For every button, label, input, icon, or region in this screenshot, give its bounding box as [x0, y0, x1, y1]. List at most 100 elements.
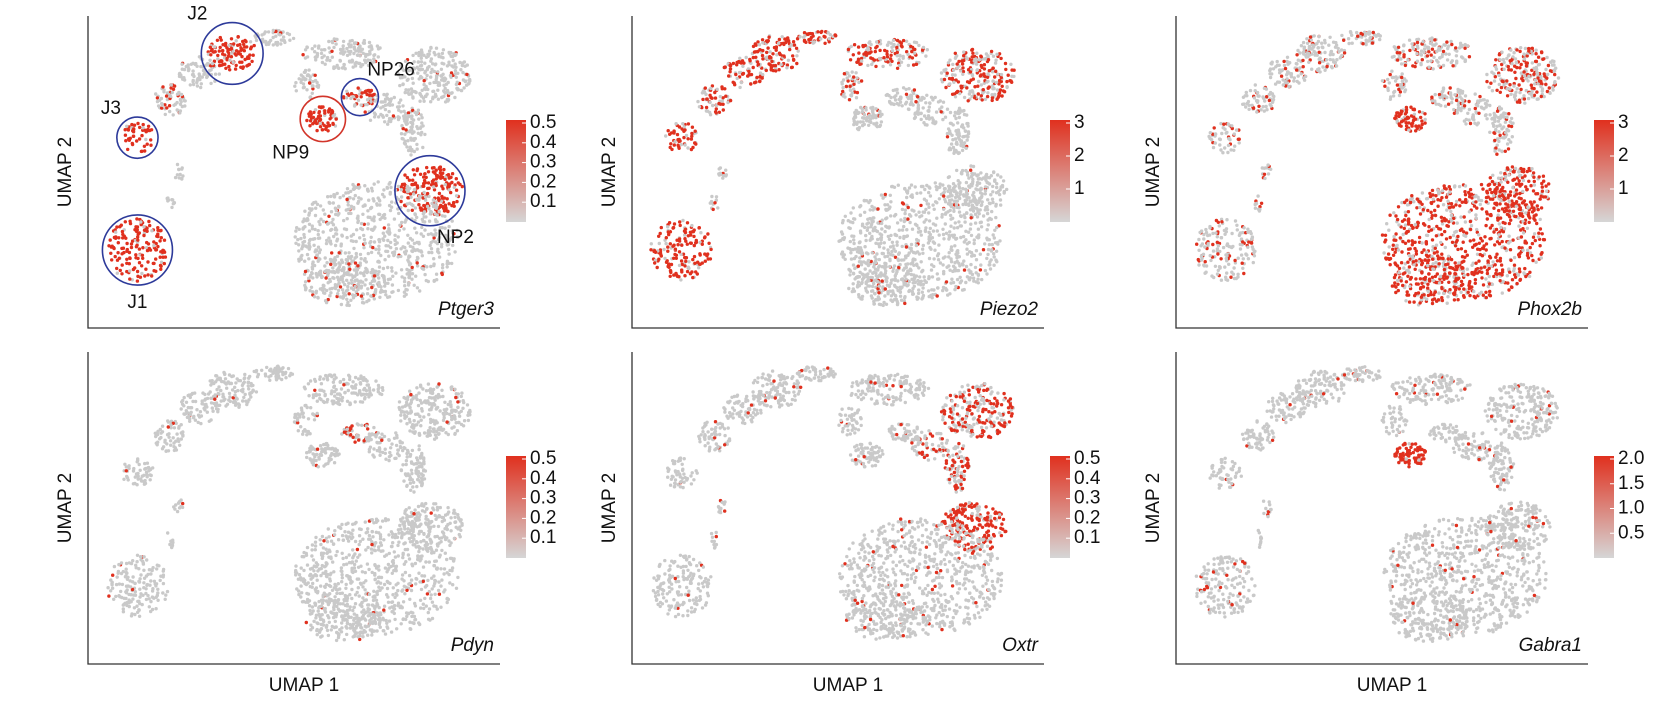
cell-dot: [927, 230, 931, 235]
cell-dot: [331, 276, 335, 280]
cell-dot: [986, 198, 990, 202]
cell-dot: [761, 57, 765, 61]
cell-dot: [366, 63, 371, 68]
cell-dot: [358, 236, 362, 240]
cell-dot: [873, 225, 877, 230]
cell-dot: [987, 201, 992, 205]
cell-dot: [199, 85, 203, 90]
cell-dot: [408, 236, 413, 241]
cell-dot: [872, 58, 877, 62]
cell-dot: [779, 62, 783, 67]
cell-dot: [413, 187, 417, 192]
cell-dot: [884, 93, 888, 98]
cell-dot: [858, 205, 862, 209]
cell-dot: [849, 44, 853, 49]
cell-dot: [932, 207, 936, 211]
cell-dot: [445, 262, 449, 266]
cell-dot: [979, 63, 983, 68]
cell-dot: [916, 230, 921, 234]
cell-dot: [857, 241, 862, 245]
cell-dot: [414, 51, 418, 55]
cell-dot: [301, 86, 306, 90]
cell-dot: [996, 242, 1000, 246]
cell-dot: [389, 185, 393, 190]
cell-dot: [392, 252, 397, 257]
cell-dot: [942, 194, 946, 198]
cell-dot: [976, 92, 980, 96]
cell-dot: [785, 38, 790, 42]
cell-dot: [238, 60, 242, 64]
cell-dot: [969, 168, 973, 172]
cell-dot: [916, 291, 921, 296]
cell-dot: [974, 62, 979, 66]
cell-dot: [945, 107, 950, 111]
cell-dot: [1242, 226, 1246, 230]
cell-dot: [889, 214, 893, 218]
cell-dot: [344, 289, 349, 293]
cell-dot: [683, 274, 687, 278]
cell-dot: [950, 77, 954, 81]
cell-dot: [227, 64, 231, 69]
cell-dot: [411, 81, 415, 85]
cell-dot: [467, 78, 471, 82]
cell-dot: [858, 229, 863, 233]
cell-dot: [302, 70, 307, 75]
cell-dot: [1225, 271, 1229, 275]
cell-dot: [1237, 141, 1241, 145]
cell-dot: [848, 269, 853, 273]
cell-dot: [984, 172, 989, 177]
cell-dot: [369, 294, 373, 298]
cell-dot: [293, 235, 297, 239]
cell-dot: [336, 288, 341, 293]
cell-dot: [136, 235, 140, 239]
cell-dot: [677, 146, 681, 150]
cell-dot: [1002, 90, 1007, 94]
cell-dot: [321, 208, 325, 212]
cell-dot: [180, 176, 184, 181]
cell-dot: [938, 261, 943, 265]
cell-dot: [666, 225, 670, 229]
cell-dot: [696, 99, 700, 104]
cell-dot: [921, 286, 925, 290]
cell-dot: [979, 83, 983, 87]
cell-dot: [983, 185, 988, 189]
cell-dot: [952, 233, 956, 237]
cell-dot: [345, 187, 350, 191]
cell-dot: [791, 54, 795, 58]
cell-dot: [415, 286, 420, 290]
cell-dot: [898, 100, 903, 104]
cell-dot: [969, 182, 973, 187]
cell-dot: [271, 43, 275, 47]
cell-dot: [432, 80, 436, 85]
cell-dot: [1223, 265, 1227, 269]
cell-dot: [155, 96, 160, 100]
cell-dot: [336, 292, 340, 296]
cell-dot: [918, 275, 922, 279]
cell-dot: [409, 153, 413, 157]
cell-dot: [315, 248, 319, 253]
cell-dot: [333, 227, 337, 232]
cell-dot: [1256, 207, 1261, 211]
cell-dot: [737, 70, 742, 75]
cell-dot: [333, 270, 337, 275]
cell-dot: [366, 222, 370, 226]
cell-dot: [431, 239, 435, 243]
cell-dot: [429, 70, 433, 75]
cell-dot: [668, 145, 672, 150]
cell-dot: [899, 97, 903, 101]
cell-dot: [323, 111, 327, 115]
cell-dot: [377, 244, 381, 248]
cell-dot: [388, 208, 393, 213]
cell-dot: [852, 122, 856, 127]
cell-dot: [674, 122, 678, 126]
cell-dot: [714, 107, 718, 111]
cell-dot: [689, 147, 694, 152]
cell-dot: [952, 80, 956, 85]
cell-dot: [937, 233, 941, 237]
cell-dot: [913, 112, 917, 116]
cell-dot: [999, 56, 1003, 61]
cell-dot: [975, 51, 979, 55]
cell-dot: [887, 237, 892, 241]
cell-dot: [465, 72, 469, 77]
